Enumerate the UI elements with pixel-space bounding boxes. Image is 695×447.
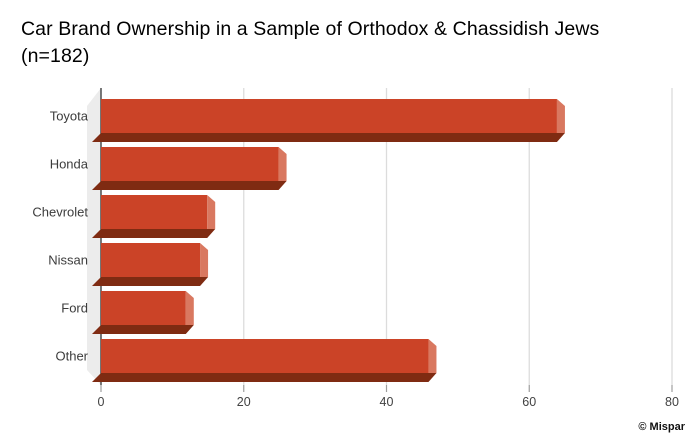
category-label-chevrolet: Chevrolet [32,205,88,220]
bar-shadow-honda [92,181,287,190]
tick-label: 60 [522,395,536,409]
tick-label: 20 [237,395,251,409]
category-label-honda: Honda [50,157,89,172]
bar-shadow-chevrolet [92,229,216,238]
bar-shadow-toyota [92,133,565,142]
bar-cap-chevrolet [207,195,216,229]
bar-cap-toyota [556,99,565,133]
bar-cap-ford [185,291,194,325]
bar-cap-honda [278,147,287,181]
bar-cap-other [428,339,437,373]
bar-ford [101,291,186,325]
bar-shadow-other [92,373,437,382]
category-label-toyota: Toyota [50,109,89,124]
chart-title: Car Brand Ownership in a Sample of Ortho… [21,18,600,67]
bar-other [101,339,429,373]
bar-nissan [101,243,201,277]
tick-label: 0 [98,395,105,409]
bar-shadow-nissan [92,277,209,286]
attribution-watermark: © Mispar [638,421,685,433]
category-label-nissan: Nissan [48,253,88,268]
tick-label: 80 [665,395,679,409]
category-label-other: Other [55,349,88,364]
bar-shadow-ford [92,325,194,334]
bar-toyota [101,99,557,133]
bar-chevrolet [101,195,208,229]
bar-honda [101,147,279,181]
bar-cap-nissan [200,243,209,277]
tick-label: 40 [380,395,394,409]
category-label-ford: Ford [61,301,88,316]
